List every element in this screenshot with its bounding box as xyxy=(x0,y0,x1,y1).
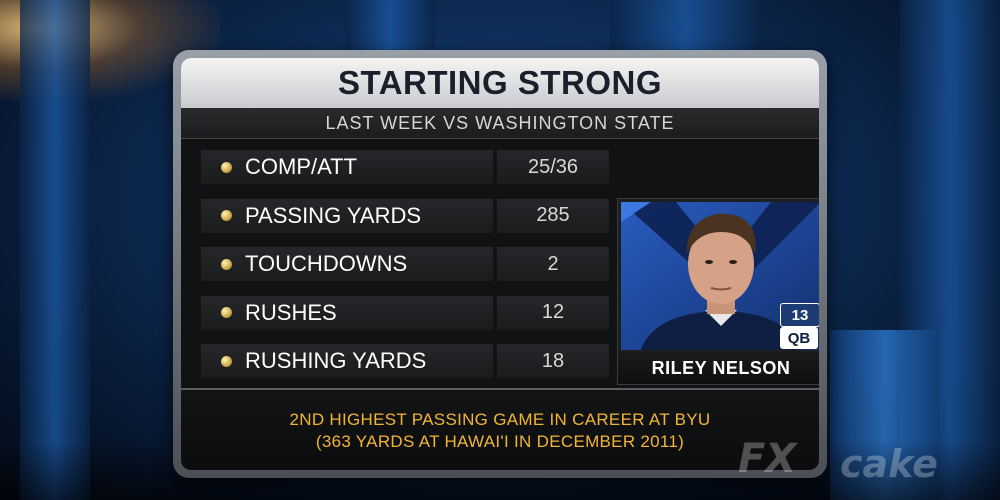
jersey-number-badge: 13 xyxy=(780,303,819,327)
stat-value: 25/36 xyxy=(527,155,579,178)
stat-label: PASSING YARDS xyxy=(245,202,422,228)
stat-value-cell: 285 xyxy=(497,198,609,233)
player-headshot-illustration xyxy=(621,202,819,350)
footer-note-line-1: 2ND HIGHEST PASSING GAME IN CAREER AT BY… xyxy=(289,410,711,429)
stat-row-comp-att: COMP/ATT 25/36 xyxy=(201,150,609,184)
cake-watermark-logo: cake xyxy=(840,442,938,486)
title-bar: STARTING STRONG xyxy=(181,58,819,108)
fx-network-logo: FX xyxy=(738,436,797,482)
stat-value-cell: 2 xyxy=(497,247,609,281)
graphic-subtitle: LAST WEEK VS WASHINGTON STATE xyxy=(325,112,675,133)
stat-row-touchdowns: TOUCHDOWNS 2 xyxy=(201,247,609,281)
stat-label: RUSHING YARDS xyxy=(245,348,427,373)
player-name-bar: RILEY NELSON xyxy=(618,352,819,384)
stat-value: 12 xyxy=(541,301,565,323)
gold-dot-icon xyxy=(221,210,232,221)
stat-label-cell: COMP/ATT xyxy=(201,150,493,184)
stat-label-cell: RUSHING YARDS xyxy=(201,344,493,378)
stat-label: RUSHES xyxy=(245,299,337,325)
footer-note-box: 2ND HIGHEST PASSING GAME IN CAREER AT BY… xyxy=(181,388,819,470)
gold-dot-icon xyxy=(221,161,232,173)
player-card: 13 QB RILEY NELSON xyxy=(617,198,819,385)
player-name: RILEY NELSON xyxy=(651,357,791,378)
stats-list: COMP/ATT 25/36 PASSING YARDS 285 TOUCH xyxy=(201,150,609,393)
stat-value-cell: 12 xyxy=(497,295,609,330)
stat-label-cell: PASSING YARDS xyxy=(201,198,493,233)
stats-graphic-panel: STARTING STRONG LAST WEEK VS WASHINGTON … xyxy=(173,50,827,478)
stat-value: 18 xyxy=(541,349,565,372)
stat-value: 285 xyxy=(536,204,570,226)
stats-graphic-inner: STARTING STRONG LAST WEEK VS WASHINGTON … xyxy=(181,58,819,470)
stat-label: TOUCHDOWNS xyxy=(245,251,408,276)
subtitle-bar: LAST WEEK VS WASHINGTON STATE xyxy=(181,108,819,139)
graphic-title: STARTING STRONG xyxy=(337,64,663,101)
gold-dot-icon xyxy=(221,258,232,270)
position-badge: QB xyxy=(780,327,818,349)
stat-value-cell: 18 xyxy=(497,344,609,378)
gold-dot-icon xyxy=(221,307,232,318)
stat-label: COMP/ATT xyxy=(245,154,358,179)
stat-row-rushes: RUSHES 12 xyxy=(201,295,609,330)
stat-label-cell: RUSHES xyxy=(201,295,493,330)
footer-note-line-2: (363 YARDS AT HAWAI'I IN DECEMBER 2011) xyxy=(315,432,685,451)
stat-value-cell: 25/36 xyxy=(497,150,609,184)
stat-row-rushing-yards: RUSHING YARDS 18 xyxy=(201,344,609,378)
stat-label-cell: TOUCHDOWNS xyxy=(201,247,493,281)
background-pillar xyxy=(20,0,90,500)
stat-row-passing-yards: PASSING YARDS 285 xyxy=(201,198,609,233)
player-headshot xyxy=(621,202,819,350)
gold-dot-icon xyxy=(221,355,232,367)
stat-value: 2 xyxy=(547,252,559,275)
